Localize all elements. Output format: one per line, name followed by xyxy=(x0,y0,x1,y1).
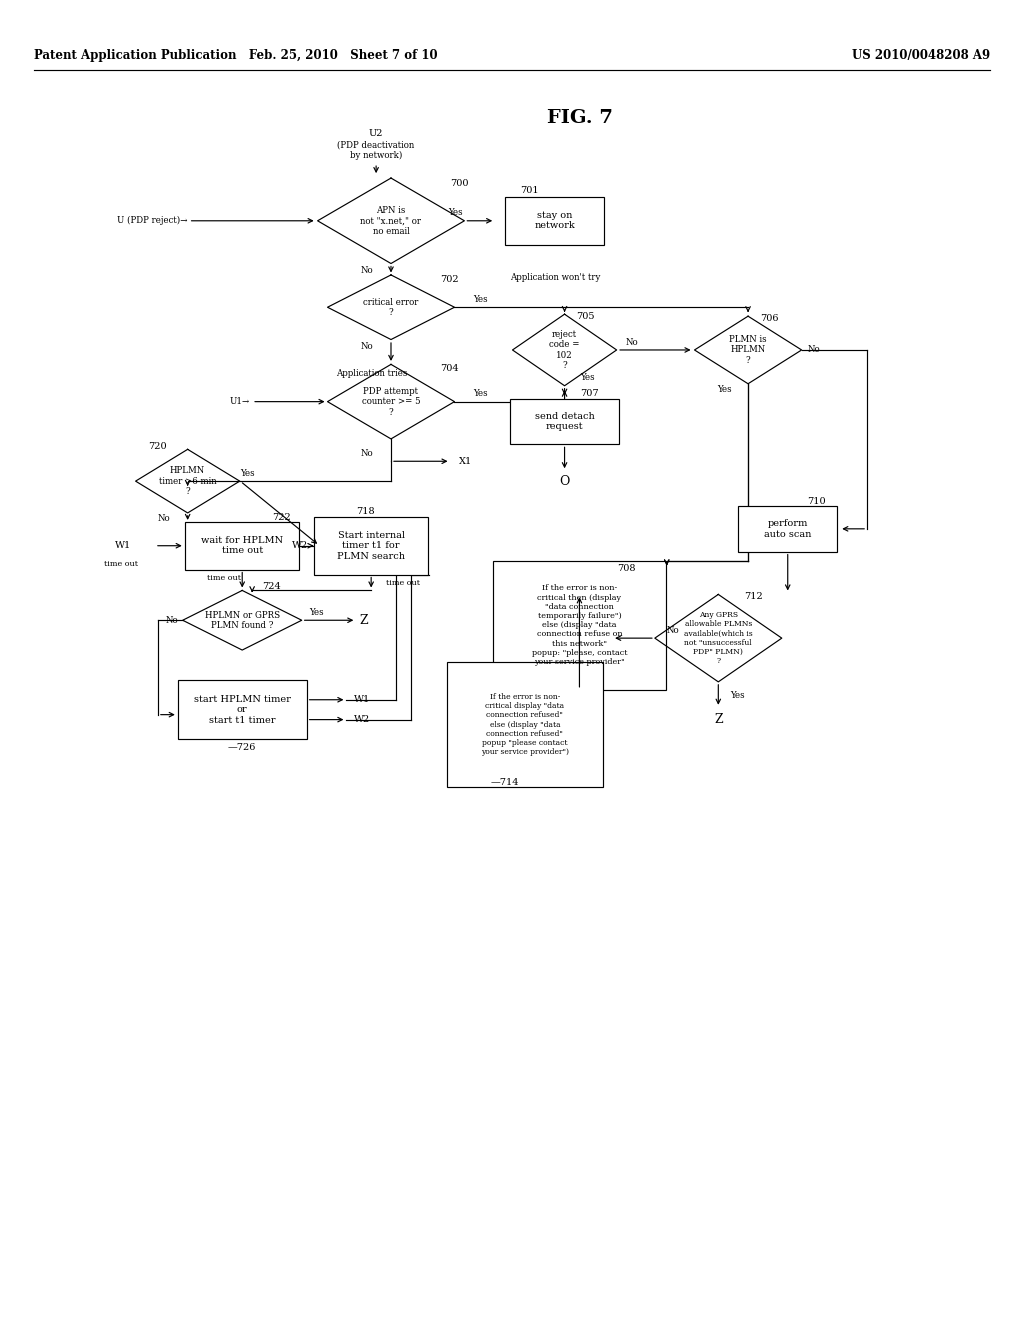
Text: W1: W1 xyxy=(115,541,131,550)
Text: Z: Z xyxy=(714,713,723,726)
Text: 702: 702 xyxy=(440,275,459,284)
Text: No: No xyxy=(360,342,373,351)
Text: Yes: Yes xyxy=(240,469,255,478)
Bar xyxy=(314,517,428,574)
Text: HPLMN
timer >6 min
?: HPLMN timer >6 min ? xyxy=(159,466,216,496)
Text: 705: 705 xyxy=(577,312,595,321)
Text: U (PDP reject)→: U (PDP reject)→ xyxy=(117,216,187,226)
Text: No: No xyxy=(157,515,170,524)
Text: Yes: Yes xyxy=(473,294,487,304)
Text: PLMN is
HPLMN
?: PLMN is HPLMN ? xyxy=(729,335,767,364)
Text: start HPLMN timer
or
start t1 timer: start HPLMN timer or start t1 timer xyxy=(194,694,291,725)
Text: If the error is non-
critical display "data
connection refused"
else (display "d: If the error is non- critical display "d… xyxy=(481,693,569,756)
Text: wait for HPLMN
time out: wait for HPLMN time out xyxy=(201,536,284,556)
Text: If the error is non-
critical then (display
"data connection
temporarily failure: If the error is non- critical then (disp… xyxy=(531,585,627,667)
Text: Yes: Yes xyxy=(581,374,595,383)
Bar xyxy=(738,506,838,552)
Text: X1: X1 xyxy=(459,457,472,466)
Text: Any GPRS
allowable PLMNs
available(which is
not "unsuccessful
PDP" PLMN)
?: Any GPRS allowable PLMNs available(which… xyxy=(684,611,753,665)
Text: 718: 718 xyxy=(356,507,375,516)
Text: 712: 712 xyxy=(744,591,763,601)
Text: PDP attempt
counter >= 5
?: PDP attempt counter >= 5 ? xyxy=(361,387,420,417)
Text: O: O xyxy=(559,475,569,487)
Text: Yes: Yes xyxy=(309,607,324,616)
Text: 706: 706 xyxy=(760,314,778,322)
Text: by network): by network) xyxy=(350,150,402,160)
Text: 720: 720 xyxy=(148,442,167,451)
Text: US 2010/0048208 A9: US 2010/0048208 A9 xyxy=(852,49,990,62)
Text: 710: 710 xyxy=(808,496,826,506)
Bar xyxy=(185,521,299,569)
Bar xyxy=(505,197,604,244)
Bar xyxy=(510,399,620,445)
Text: No: No xyxy=(165,615,178,624)
Text: Start internal
timer t1 for
PLMN search: Start internal timer t1 for PLMN search xyxy=(337,531,406,561)
Text: Patent Application Publication   Feb. 25, 2010   Sheet 7 of 10: Patent Application Publication Feb. 25, … xyxy=(34,49,437,62)
Text: 701: 701 xyxy=(520,186,539,195)
Text: 707: 707 xyxy=(581,389,599,399)
Text: perform
auto scan: perform auto scan xyxy=(764,519,811,539)
Text: 700: 700 xyxy=(451,178,469,187)
Text: Yes: Yes xyxy=(449,209,463,218)
Text: 722: 722 xyxy=(272,513,291,523)
Text: Z: Z xyxy=(359,614,369,627)
Text: W1: W1 xyxy=(354,696,371,705)
Text: W2: W2 xyxy=(292,541,308,550)
Text: FIG. 7: FIG. 7 xyxy=(547,110,612,128)
Text: 708: 708 xyxy=(617,564,636,573)
Text: (PDP deactivation: (PDP deactivation xyxy=(338,141,415,149)
Text: Yes: Yes xyxy=(473,389,487,399)
Text: —726: —726 xyxy=(227,743,256,752)
Text: U2: U2 xyxy=(369,129,383,137)
Text: critical error
?: critical error ? xyxy=(364,297,419,317)
Bar xyxy=(178,680,306,739)
Text: stay on
network: stay on network xyxy=(535,211,575,231)
Text: reject
code =
102
?: reject code = 102 ? xyxy=(549,330,580,370)
Text: —714: —714 xyxy=(490,777,519,787)
Text: Yes: Yes xyxy=(718,385,732,395)
Text: No: No xyxy=(360,265,373,275)
Text: time out: time out xyxy=(208,573,242,582)
Text: No: No xyxy=(626,338,638,347)
Text: No: No xyxy=(808,346,820,355)
Bar xyxy=(493,561,667,690)
Text: W2: W2 xyxy=(354,715,371,725)
Text: Application tries: Application tries xyxy=(337,370,408,379)
Text: APN is
not "x.net," or
no email: APN is not "x.net," or no email xyxy=(360,206,422,236)
Text: send detach
request: send detach request xyxy=(535,412,595,432)
Text: 704: 704 xyxy=(440,364,459,374)
Text: Yes: Yes xyxy=(730,692,744,701)
Text: time out: time out xyxy=(386,579,420,587)
Text: No: No xyxy=(360,449,373,458)
Text: HPLMN or GPRS
PLMN found ?: HPLMN or GPRS PLMN found ? xyxy=(205,611,280,630)
Text: U1→: U1→ xyxy=(230,397,250,407)
Text: time out: time out xyxy=(104,560,138,568)
Bar xyxy=(446,663,603,787)
Text: Application won't try: Application won't try xyxy=(510,273,600,282)
Text: No: No xyxy=(667,626,679,635)
Text: 724: 724 xyxy=(262,582,281,591)
